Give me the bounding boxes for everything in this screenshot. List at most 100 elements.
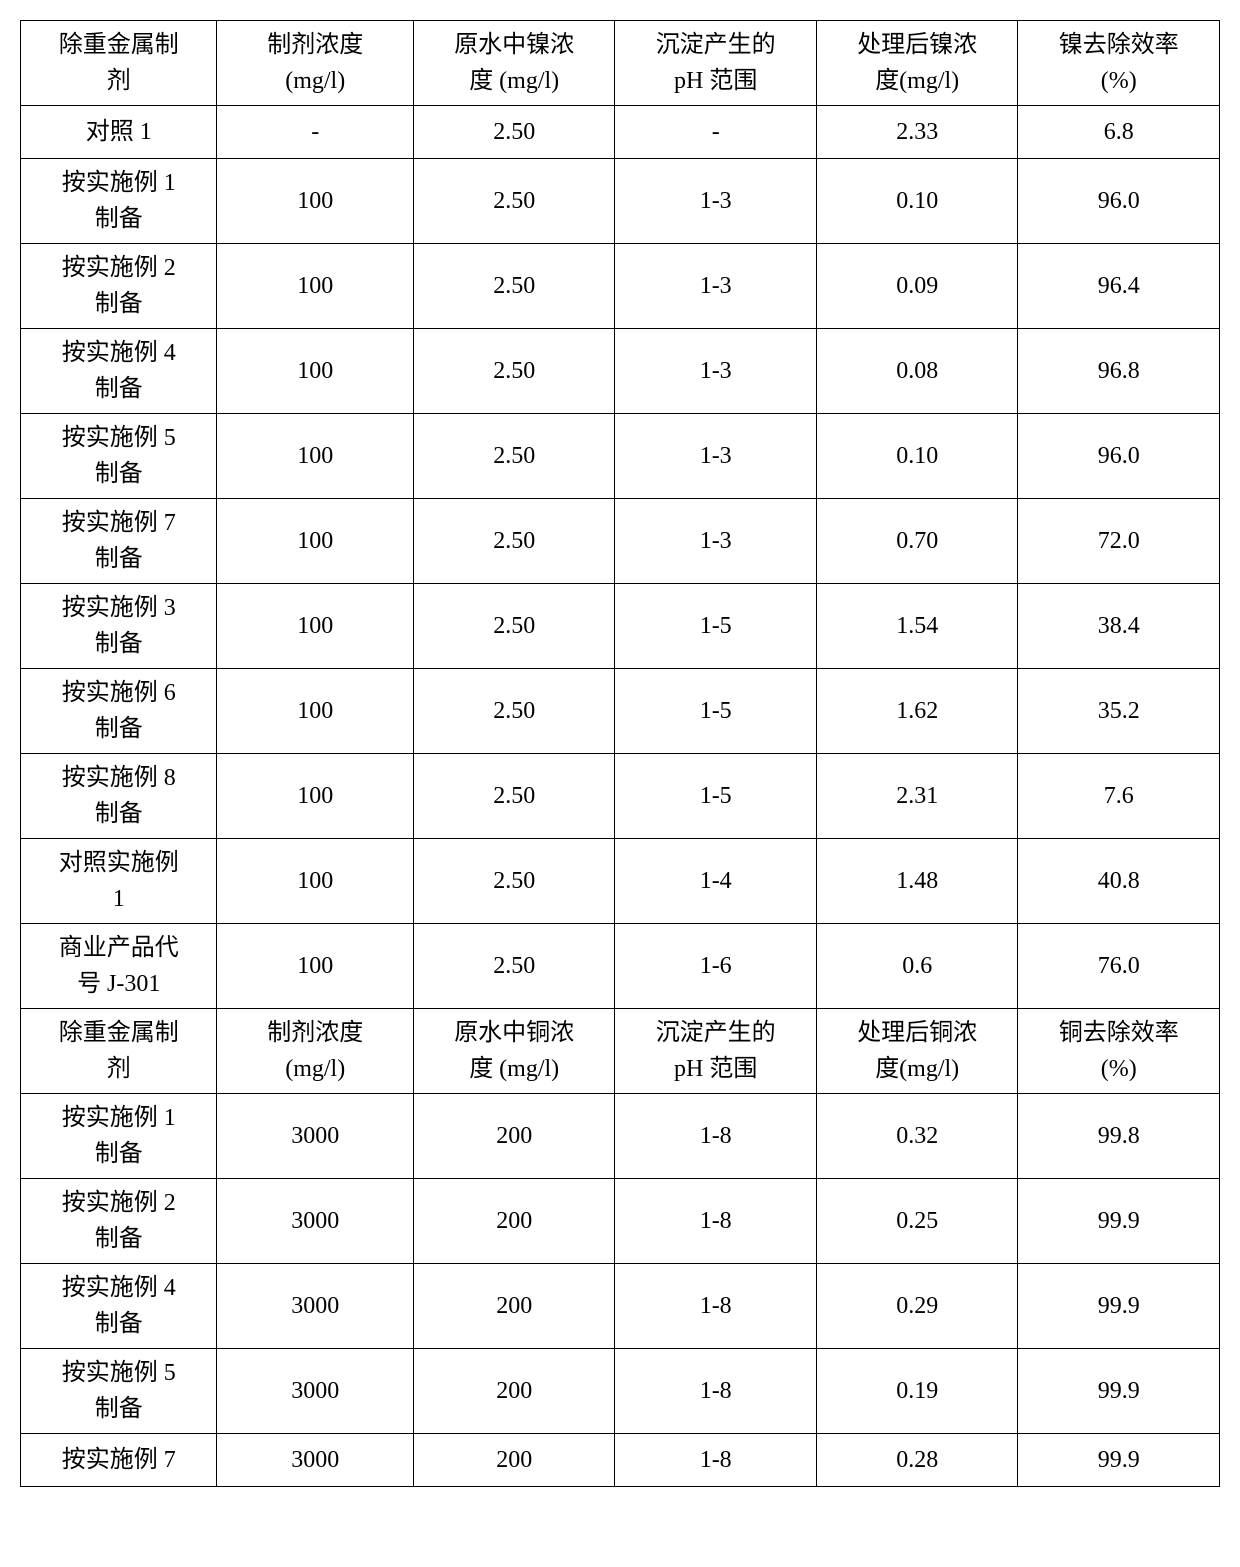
cell-line-1: 按实施例 2 xyxy=(25,1185,212,1221)
cell-ph: 1-5 xyxy=(615,754,817,839)
table-header-row: 除重金属制剂制剂浓度(mg/l)原水中镍浓度 (mg/l)沉淀产生的pH 范围处… xyxy=(21,21,1220,106)
cell-efficiency: 99.8 xyxy=(1018,1094,1220,1179)
cell-raw: 2.50 xyxy=(413,159,615,244)
cell-line-1: 按实施例 6 xyxy=(25,675,212,711)
header-line-1: 原水中铜浓 xyxy=(418,1015,611,1051)
header-cell: 原水中铜浓度 (mg/l) xyxy=(413,1009,615,1094)
cell-line-1: 对照实施例 xyxy=(25,845,212,881)
cell-line-1: 按实施例 3 xyxy=(25,590,212,626)
cell-ph: - xyxy=(615,106,817,159)
cell-line-1: 按实施例 1 xyxy=(25,165,212,201)
cell-line-2: 制备 xyxy=(25,1391,212,1427)
cell-ph: 1-8 xyxy=(615,1179,817,1264)
cell-line-2: 号 J-301 xyxy=(25,966,212,1002)
cell-efficiency: 96.0 xyxy=(1018,159,1220,244)
cell-line-2: 制备 xyxy=(25,201,212,237)
cell-line-1: 按实施例 4 xyxy=(25,335,212,371)
cell-line-2: 制备 xyxy=(25,286,212,322)
cell-after: 2.31 xyxy=(816,754,1018,839)
header-line-2: (mg/l) xyxy=(221,63,408,99)
cell-ph: 1-5 xyxy=(615,584,817,669)
cell-after: 0.10 xyxy=(816,414,1018,499)
cell-concentration: 3000 xyxy=(217,1349,413,1434)
table-row: 对照 1-2.50-2.336.8 xyxy=(21,106,1220,159)
header-line-1: 制剂浓度 xyxy=(221,1015,408,1051)
cell-raw: 2.50 xyxy=(413,244,615,329)
header-line-2: pH 范围 xyxy=(619,63,812,99)
cell-agent: 按实施例 7 xyxy=(21,1434,217,1487)
cell-concentration: 100 xyxy=(217,414,413,499)
cell-concentration: - xyxy=(217,106,413,159)
cell-agent: 商业产品代号 J-301 xyxy=(21,924,217,1009)
cell-line-1: 按实施例 5 xyxy=(25,420,212,456)
header-line-1: 除重金属制 xyxy=(25,1015,212,1051)
table-row: 按实施例 7制备1002.501-30.7072.0 xyxy=(21,499,1220,584)
cell-after: 2.33 xyxy=(816,106,1018,159)
cell-after: 0.28 xyxy=(816,1434,1018,1487)
cell-ph: 1-3 xyxy=(615,499,817,584)
cell-efficiency: 99.9 xyxy=(1018,1179,1220,1264)
cell-efficiency: 99.9 xyxy=(1018,1349,1220,1434)
cell-raw: 2.50 xyxy=(413,414,615,499)
table-row: 按实施例 1制备30002001-80.3299.8 xyxy=(21,1094,1220,1179)
table-row: 按实施例 1制备1002.501-30.1096.0 xyxy=(21,159,1220,244)
header-cell: 制剂浓度(mg/l) xyxy=(217,21,413,106)
cell-efficiency: 99.9 xyxy=(1018,1434,1220,1487)
table-row: 按实施例 5制备30002001-80.1999.9 xyxy=(21,1349,1220,1434)
cell-agent: 按实施例 6制备 xyxy=(21,669,217,754)
cell-line-2: 制备 xyxy=(25,1306,212,1342)
table-row: 按实施例 3制备1002.501-51.5438.4 xyxy=(21,584,1220,669)
cell-concentration: 100 xyxy=(217,669,413,754)
header-line-1: 制剂浓度 xyxy=(221,27,408,63)
cell-agent: 对照 1 xyxy=(21,106,217,159)
cell-ph: 1-3 xyxy=(615,329,817,414)
cell-concentration: 100 xyxy=(217,159,413,244)
cell-agent: 对照实施例1 xyxy=(21,839,217,924)
cell-concentration: 100 xyxy=(217,924,413,1009)
cell-line-2: 制备 xyxy=(25,1136,212,1172)
cell-after: 0.32 xyxy=(816,1094,1018,1179)
cell-raw: 2.50 xyxy=(413,106,615,159)
cell-concentration: 100 xyxy=(217,499,413,584)
table-row: 按实施例 6制备1002.501-51.6235.2 xyxy=(21,669,1220,754)
cell-efficiency: 7.6 xyxy=(1018,754,1220,839)
cell-efficiency: 96.4 xyxy=(1018,244,1220,329)
cell-concentration: 100 xyxy=(217,584,413,669)
cell-agent: 按实施例 1制备 xyxy=(21,1094,217,1179)
cell-line-2: 制备 xyxy=(25,456,212,492)
cell-after: 0.08 xyxy=(816,329,1018,414)
cell-efficiency: 40.8 xyxy=(1018,839,1220,924)
cell-line-2: 制备 xyxy=(25,796,212,832)
cell-efficiency: 6.8 xyxy=(1018,106,1220,159)
cell-ph: 1-8 xyxy=(615,1349,817,1434)
cell-raw: 200 xyxy=(413,1349,615,1434)
cell-after: 0.09 xyxy=(816,244,1018,329)
cell-ph: 1-5 xyxy=(615,669,817,754)
table-row: 按实施例 5制备1002.501-30.1096.0 xyxy=(21,414,1220,499)
header-line-1: 镍去除效率 xyxy=(1022,27,1215,63)
header-cell: 铜去除效率(%) xyxy=(1018,1009,1220,1094)
cell-agent: 按实施例 8制备 xyxy=(21,754,217,839)
cell-concentration: 3000 xyxy=(217,1434,413,1487)
cell-agent: 按实施例 3制备 xyxy=(21,584,217,669)
header-line-1: 原水中镍浓 xyxy=(418,27,611,63)
header-cell: 镍去除效率(%) xyxy=(1018,21,1220,106)
cell-ph: 1-6 xyxy=(615,924,817,1009)
cell-efficiency: 99.9 xyxy=(1018,1264,1220,1349)
cell-after: 1.62 xyxy=(816,669,1018,754)
header-line-2: 度 (mg/l) xyxy=(418,63,611,99)
cell-agent: 按实施例 2制备 xyxy=(21,244,217,329)
table-row: 按实施例 8制备1002.501-52.317.6 xyxy=(21,754,1220,839)
cell-line-1: 按实施例 2 xyxy=(25,250,212,286)
cell-raw: 2.50 xyxy=(413,669,615,754)
header-line-2: 度(mg/l) xyxy=(821,63,1014,99)
cell-raw: 2.50 xyxy=(413,584,615,669)
cell-line-2: 制备 xyxy=(25,711,212,747)
header-cell: 沉淀产生的pH 范围 xyxy=(615,21,817,106)
cell-agent: 按实施例 4制备 xyxy=(21,329,217,414)
cell-concentration: 100 xyxy=(217,329,413,414)
table-header-row: 除重金属制剂制剂浓度(mg/l)原水中铜浓度 (mg/l)沉淀产生的pH 范围处… xyxy=(21,1009,1220,1094)
cell-ph: 1-8 xyxy=(615,1094,817,1179)
cell-raw: 2.50 xyxy=(413,754,615,839)
header-cell: 除重金属制剂 xyxy=(21,21,217,106)
